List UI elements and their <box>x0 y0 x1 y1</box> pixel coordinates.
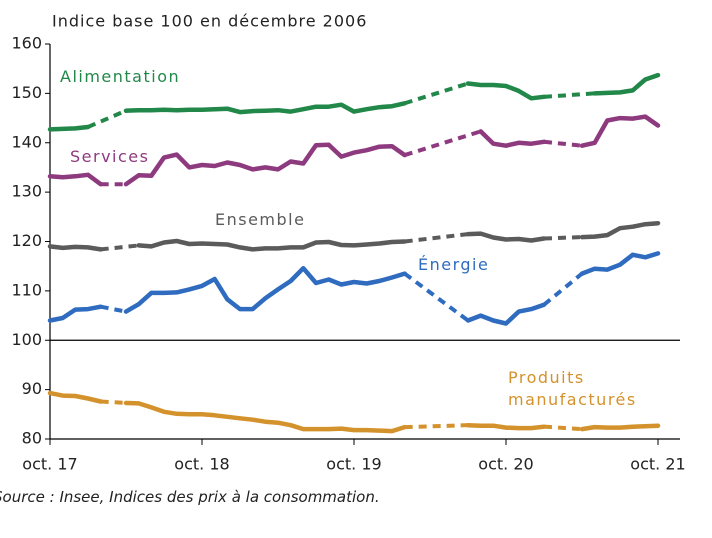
series-line <box>465 422 547 431</box>
x-tick-label: oct. 19 <box>326 455 381 474</box>
series-line <box>47 124 91 132</box>
series-line <box>478 129 547 148</box>
series-line <box>47 172 103 187</box>
gap-connector <box>100 243 139 252</box>
series-line <box>579 220 661 240</box>
series-line <box>579 251 661 276</box>
series-label: Services <box>70 147 150 166</box>
gap-connector <box>543 235 583 241</box>
series-label: Ensemble <box>215 210 306 229</box>
gap-connector <box>542 272 584 307</box>
x-tick-label: oct. 20 <box>478 455 533 474</box>
series-line <box>136 238 407 252</box>
x-tick-label: oct. 21 <box>630 455 685 474</box>
series-line <box>579 423 661 432</box>
series-label: Alimentation <box>60 67 181 86</box>
gap-connector <box>100 399 127 405</box>
x-tick-label: oct. 18 <box>174 455 229 474</box>
series-line <box>592 72 661 96</box>
gap-connector <box>404 423 469 430</box>
series-line <box>47 390 103 404</box>
y-tick-label: 150 <box>11 83 42 102</box>
y-tick-label: 100 <box>11 330 42 349</box>
source: Source : Insee, Indices des prix à la co… <box>0 488 380 506</box>
series-label: Produits manufacturés <box>508 368 637 409</box>
gap-connector <box>404 81 469 106</box>
series-line <box>465 81 547 101</box>
series-line <box>123 142 407 187</box>
series-line <box>47 304 103 323</box>
y-tick-label: 130 <box>11 182 42 201</box>
gap-connector <box>404 232 469 244</box>
series-line <box>465 302 547 326</box>
gap-connector <box>543 91 595 99</box>
gap-connector <box>543 424 583 432</box>
gap-connector <box>403 271 470 323</box>
y-tick-label: 140 <box>11 132 42 151</box>
gap-connector <box>404 129 482 158</box>
y-tick-label: 160 <box>11 34 42 53</box>
series-line <box>123 265 407 314</box>
y-tick-label: 110 <box>11 280 42 299</box>
y-tick-label: 90 <box>22 379 42 398</box>
series-label: Énergie <box>418 255 490 274</box>
series-line <box>123 400 407 434</box>
series-line <box>47 244 103 252</box>
gap-connector <box>100 304 127 314</box>
chart-title: Indice base 100 en décembre 2006 <box>52 12 367 31</box>
gap-connector <box>543 139 583 148</box>
series-line <box>465 231 547 243</box>
x-tick-label: oct. 17 <box>22 455 77 474</box>
y-tick-label: 120 <box>11 231 42 250</box>
gap-connector <box>87 108 127 129</box>
y-tick-label: 80 <box>22 429 42 448</box>
series-line <box>579 114 661 148</box>
series-line <box>123 101 407 115</box>
